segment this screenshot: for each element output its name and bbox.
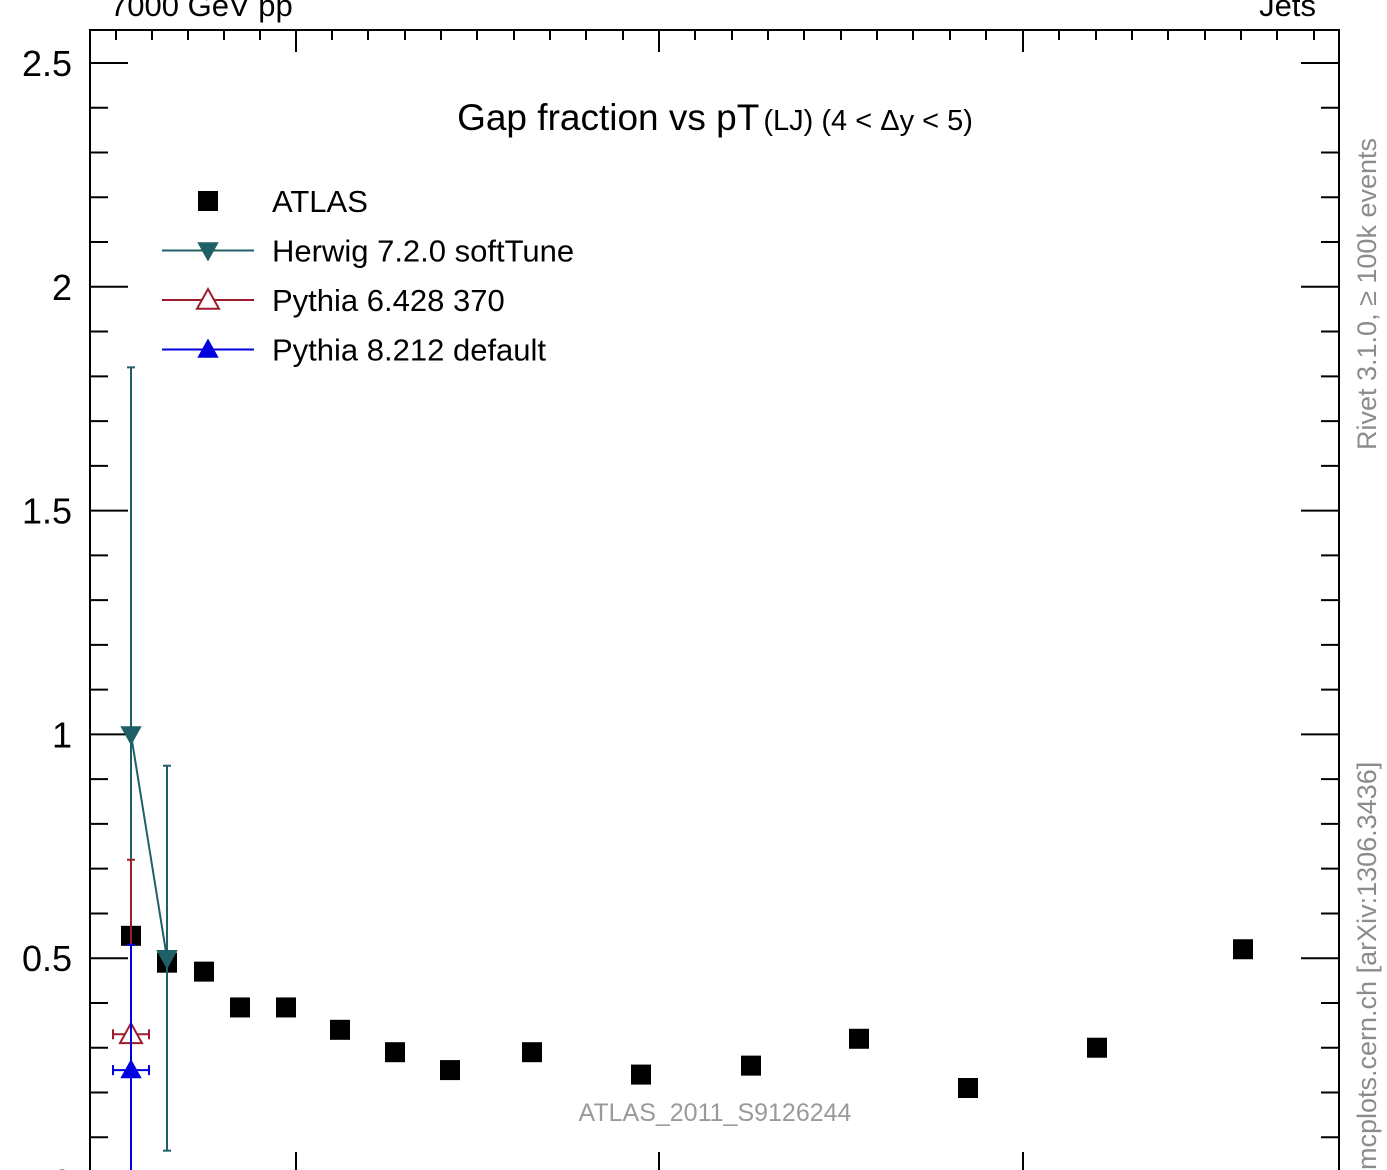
atlas-point (631, 1064, 651, 1085)
analysis-watermark: ATLAS_2011_S9126244 (579, 1099, 852, 1127)
legend-pythia6-label: Pythia 6.428 370 (272, 283, 505, 318)
atlas-point (194, 961, 214, 982)
y-tick-label: 1.5 (22, 491, 72, 532)
atlas-point (385, 1042, 405, 1063)
atlas-point (741, 1055, 761, 1076)
y-tick-label: 0 (52, 1162, 72, 1170)
atlas-point (958, 1078, 978, 1099)
y-tick-labels: 0 0.5 1 1.5 2 2.5 (22, 43, 72, 1170)
chart-title: Gap fraction vs pT (LJ) (4 < Δy < 5) (457, 97, 973, 138)
axis-ticks (90, 30, 1339, 1170)
herwig-point (120, 726, 142, 746)
atlas-point (440, 1060, 460, 1081)
legend-pythia8-marker (197, 338, 219, 358)
atlas-point (230, 997, 250, 1018)
y-tick-label: 2 (52, 267, 72, 308)
y-tick-label: 1 (52, 714, 72, 755)
plot-frame (89, 29, 1340, 1170)
legend: ATLAS Herwig 7.2.0 softTune Pythia 6.428 3… (162, 184, 574, 368)
legend-pythia6-marker (195, 286, 221, 310)
pythia8-point (120, 1059, 142, 1079)
header-left: 7000 GeV pp (110, 0, 293, 23)
header-right: Jets (1259, 0, 1316, 23)
y-tick-label: 0.5 (22, 938, 72, 979)
legend-herwig-label: Herwig 7.2.0 softTune (272, 234, 574, 269)
mcplots-label: mcplots.cern.ch [arXiv:1306.3436] (1352, 762, 1382, 1170)
data-marks (112, 366, 1253, 1170)
atlas-point (330, 1019, 350, 1040)
atlas-point (276, 997, 296, 1018)
atlas-point (849, 1028, 869, 1049)
legend-atlas-label: ATLAS (272, 184, 368, 219)
legend-atlas-marker (198, 191, 218, 211)
herwig-line (130, 734, 168, 959)
y-tick-label: 2.5 (22, 43, 72, 84)
atlas-point (522, 1042, 542, 1063)
herwig-point (156, 950, 178, 970)
atlas-point (1233, 939, 1253, 960)
chart-title-main: Gap fraction vs pT (457, 97, 759, 138)
atlas-point (1087, 1037, 1107, 1058)
legend-pythia8-label: Pythia 8.212 default (272, 333, 546, 368)
rivet-label: Rivet 3.1.0, ≥ 100k events (1352, 138, 1382, 450)
chart-title-sub: (LJ) (4 < Δy < 5) (763, 105, 973, 137)
legend-herwig-marker (197, 242, 219, 262)
